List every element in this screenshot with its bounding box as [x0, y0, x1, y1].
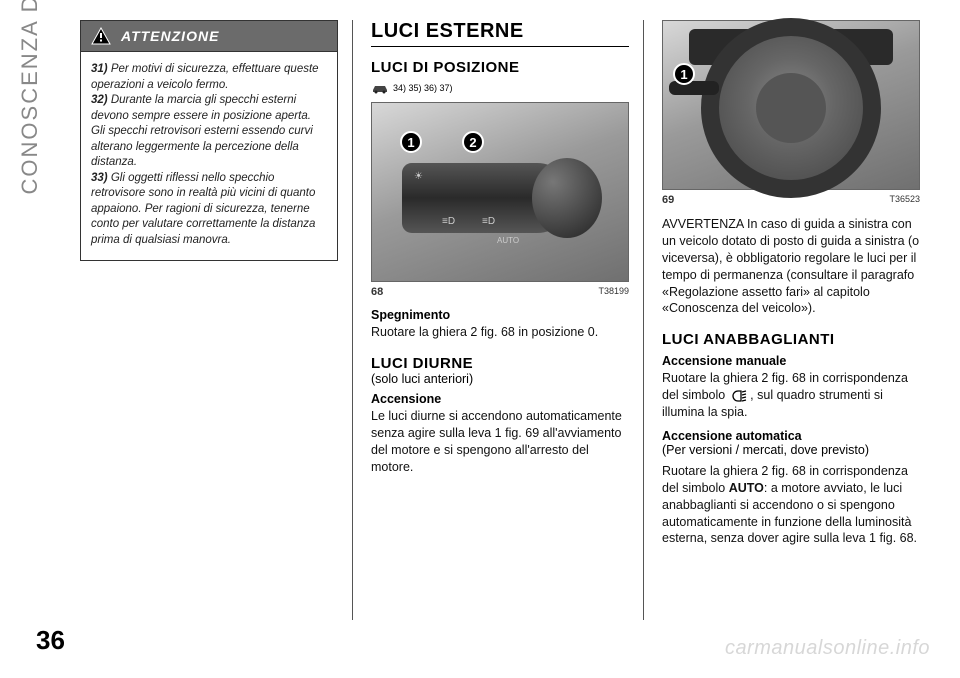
- light-stalk: ☀ ≡D ≡D AUTO: [402, 163, 572, 233]
- column-1: ATTENZIONE 31) Per motivi di sicurezza, …: [80, 20, 353, 620]
- headlamp-icon: [729, 390, 747, 402]
- stalk-knob: [532, 158, 602, 238]
- column-2: LUCI ESTERNE LUCI DI POSIZIONE 34) 35) 3…: [371, 20, 644, 620]
- auto-label: AUTO: [497, 236, 519, 245]
- figure-68-caption: 68 T38199: [371, 286, 629, 298]
- spegnimento-text: Ruotare la ghiera 2 fig. 68 in posizione…: [371, 324, 629, 341]
- auto-bold: AUTO: [729, 481, 764, 495]
- heading-luci-esterne: LUCI ESTERNE: [371, 20, 629, 47]
- figure-68-number: 68: [371, 286, 383, 298]
- figure-69-number: 69: [662, 194, 674, 206]
- section-side-label: CONOSCENZA DEL VEICOLO: [17, 0, 43, 194]
- warn-num-31: 31): [91, 63, 108, 75]
- heading-luci-diurne: LUCI DIURNE: [371, 355, 629, 372]
- page-number: 36: [36, 625, 65, 656]
- warning-header: ATTENZIONE: [80, 20, 338, 51]
- high-beam-icon: ≡D: [482, 216, 495, 227]
- accensione-automatica-heading: Accensione automatica: [662, 429, 920, 443]
- steering-wheel: [701, 18, 881, 198]
- accensione-automatica-text: Ruotare la ghiera 2 fig. 68 in corrispon…: [662, 463, 920, 547]
- figure-68-code: T38199: [598, 286, 629, 298]
- callout-2: 2: [462, 131, 484, 153]
- warn-text-33: Gli oggetti riflessi nello specchio retr…: [91, 172, 315, 246]
- warn-text-31: Per motivi di sicurezza, effettuare ques…: [91, 63, 319, 91]
- warn-text-32: Durante la marcia gli specchi esterni de…: [91, 94, 313, 168]
- callout-1-fig69: 1: [673, 63, 695, 85]
- avvertenza-text: AVVERTENZA In caso di guida a sinistra c…: [662, 216, 920, 317]
- low-beam-icon: ≡D: [442, 216, 455, 227]
- heading-luci-anabbaglianti: LUCI ANABBAGLIANTI: [662, 331, 920, 348]
- accensione-manuale-text: Ruotare la ghiera 2 fig. 68 in corrispon…: [662, 370, 920, 421]
- heading-luci-posizione: LUCI DI POSIZIONE: [371, 59, 629, 76]
- figure-68: ☀ ≡D ≡D AUTO 1 2: [371, 102, 629, 282]
- column-3: 1288 1 69 T36523 AVVERTENZA In caso di g…: [662, 20, 920, 620]
- warning-title: ATTENZIONE: [121, 28, 219, 44]
- accensione-manuale-heading: Accensione manuale: [662, 354, 920, 368]
- luci-diurne-note: (solo luci anteriori): [371, 372, 629, 386]
- callout-1: 1: [400, 131, 422, 153]
- car-icon: [371, 82, 389, 94]
- reference-marks: 34) 35) 36) 37): [371, 82, 629, 94]
- accensione-heading: Accensione: [371, 392, 629, 406]
- warn-num-33: 33): [91, 172, 108, 184]
- watermark: carmanualsonline.info: [725, 637, 930, 660]
- figure-69-code: T36523: [889, 194, 920, 206]
- warning-triangle-icon: [91, 27, 111, 45]
- warning-box: 31) Per motivi di sicurezza, effettuare …: [80, 51, 338, 261]
- accensione-automatica-note: (Per versioni / mercati, dove previsto): [662, 443, 920, 457]
- warn-num-32: 32): [91, 94, 108, 106]
- spegnimento-heading: Spegnimento: [371, 308, 629, 322]
- accensione-text: Le luci diurne si accendono automaticame…: [371, 408, 629, 476]
- left-stalk: [669, 81, 719, 95]
- reference-numbers: 34) 35) 36) 37): [393, 83, 453, 93]
- position-light-icon: ☀: [414, 171, 423, 182]
- figure-69: 1288 1: [662, 20, 920, 190]
